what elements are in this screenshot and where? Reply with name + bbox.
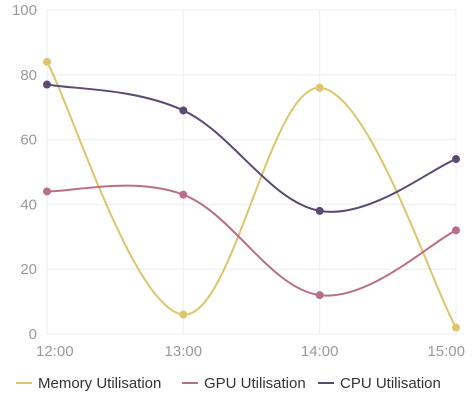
data-point-memory-utilisation bbox=[452, 323, 460, 332]
data-point-gpu-utilisation bbox=[43, 187, 51, 196]
series-line-cpu-utilisation bbox=[46, 83, 457, 213]
x-tick-label: 15:00 bbox=[427, 343, 465, 360]
legend-label-cpu-utilisation: CPU Utilisation bbox=[340, 375, 441, 392]
data-point-memory-utilisation bbox=[179, 310, 188, 319]
series-line-gpu-utilisation bbox=[46, 184, 457, 297]
data-point-gpu-utilisation bbox=[179, 190, 188, 199]
data-point-cpu-utilisation bbox=[179, 106, 188, 115]
y-tick-label: 20 bbox=[20, 261, 37, 278]
x-tick-label: 12:00 bbox=[36, 343, 74, 360]
data-point-cpu-utilisation bbox=[315, 206, 324, 215]
data-point-gpu-utilisation bbox=[315, 291, 324, 300]
data-point-memory-utilisation bbox=[43, 57, 51, 66]
data-point-gpu-utilisation bbox=[452, 226, 460, 235]
x-tick-label: 14:00 bbox=[301, 343, 339, 360]
data-point-memory-utilisation bbox=[315, 83, 324, 92]
legend-label-memory-utilisation: Memory Utilisation bbox=[38, 375, 161, 392]
y-tick-label: 0 bbox=[29, 326, 37, 343]
y-tick-label: 60 bbox=[20, 132, 37, 149]
y-tick-label: 40 bbox=[20, 196, 37, 213]
data-point-cpu-utilisation bbox=[452, 155, 460, 164]
data-point-cpu-utilisation bbox=[43, 80, 51, 89]
x-tick-label: 13:00 bbox=[165, 343, 203, 360]
y-tick-label: 100 bbox=[12, 2, 37, 19]
series-line-memory-utilisation bbox=[46, 61, 457, 329]
legend-label-gpu-utilisation: GPU Utilisation bbox=[204, 375, 306, 392]
y-tick-label: 80 bbox=[20, 67, 37, 84]
